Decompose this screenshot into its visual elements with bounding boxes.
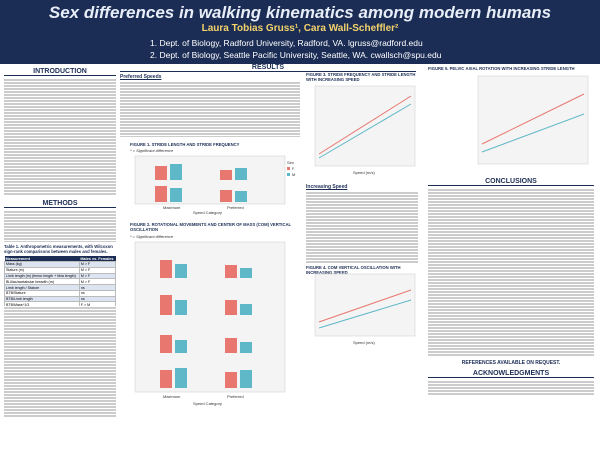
header-band [0, 0, 600, 64]
figure-3: Speed (m/s) [314, 85, 416, 175]
legend-label: M [292, 172, 295, 177]
table-row: Mass (kg) M > F [4, 261, 117, 268]
table-header-row: Measurement Males vs. Females [4, 256, 116, 262]
figure-title: Figure 5. Pelvic axial rotation with inc… [428, 66, 575, 71]
body-text [4, 78, 116, 196]
body-text [428, 188, 594, 356]
table-row: Limb length (m) (femur length + tibia le… [4, 272, 117, 280]
figure-title: Figure 1. Stride length and stride frequ… [130, 142, 240, 147]
figure-5 [477, 75, 589, 165]
authors: Laura Tobias Gruss¹, Cara Wall-Scheffler… [201, 23, 399, 34]
x-axis-label: Speed (m/s) [353, 170, 375, 175]
x-tick-label: Maximum [163, 394, 181, 399]
table-row: BTB/Limb length ns [4, 295, 117, 303]
heading: METHODS [4, 200, 116, 208]
table-caption: Table 1. Anthropometric measurements, wi… [4, 244, 113, 254]
column-header: Measurement [4, 256, 80, 262]
table-cell: M > F [78, 266, 117, 274]
heading: ACKNOWLEDGMENTS [428, 370, 594, 378]
figure-4: Speed (m/s) [314, 273, 416, 345]
title: Sex differences in walking kinematics am… [48, 3, 552, 22]
figure-note: * = Significant difference [130, 234, 174, 239]
table-cell: M > F [78, 272, 117, 280]
column-header: Males vs. Females [79, 256, 116, 262]
body-text [120, 81, 300, 137]
x-tick-label: Preferred [227, 205, 244, 210]
affiliation: 2. Dept. of Biology, Seattle Pacific Uni… [150, 50, 442, 60]
table-cell: M > F [78, 261, 117, 268]
heading: RESULTS [120, 64, 416, 72]
legend-title: Sex [287, 160, 294, 165]
table: Measurement Males vs. Females Mass (kg) M >… [4, 256, 117, 309]
table-row: Limb length / Stature ns [4, 284, 117, 291]
legend-label: F [292, 166, 295, 171]
subheading: Increasing Speed [306, 184, 348, 190]
table-row: Stature (m) M > F [4, 266, 117, 274]
heading: INTRODUCTION [4, 68, 116, 76]
references: REFERENCES AVAILABLE ON REQUEST. [461, 360, 561, 366]
x-tick-label: Maximum [163, 205, 181, 210]
subheading: Preferred Speeds [120, 74, 162, 80]
body-text [4, 210, 116, 242]
x-tick-label: Preferred [227, 394, 244, 399]
figure-title: Figure 4. COM vertical oscillation with … [306, 265, 401, 275]
table-cell: ns [78, 295, 117, 303]
figure-2: Maximum Preferred Speed Category [134, 241, 286, 406]
figure-title: Figure 3. Stride frequency and stride le… [306, 72, 416, 82]
table-cell: ns [78, 284, 117, 291]
table-row: BTB/Stature ns [4, 289, 117, 297]
body-text [306, 191, 418, 263]
x-axis-label: Speed Category [193, 401, 222, 406]
table-cell: ns [78, 289, 117, 297]
heading: CONCLUSIONS [428, 178, 594, 186]
affiliation: 1. Dept. of Biology, Radford University,… [150, 38, 423, 48]
table-row: Bi-iliac/acetabular breadth (m) M > F [4, 278, 117, 286]
x-axis-label: Speed Category [193, 210, 222, 215]
table-cell: M > F [78, 278, 117, 286]
figure-title: Figure 2. Rotational movements and cente… [130, 222, 291, 232]
body-text [4, 306, 116, 418]
figure-note: * = Significant difference [130, 148, 174, 153]
x-axis-label: Speed (m/s) [353, 340, 375, 345]
body-text [428, 380, 594, 395]
figure-1: Sex F M Maximum Preferred Speed Category [134, 155, 295, 215]
